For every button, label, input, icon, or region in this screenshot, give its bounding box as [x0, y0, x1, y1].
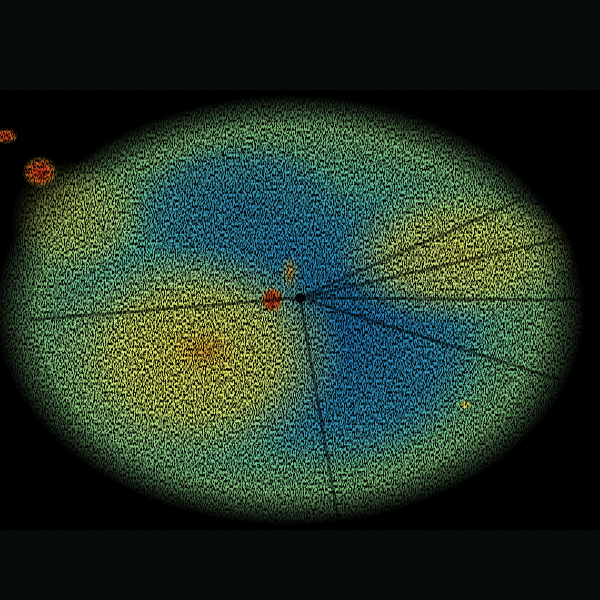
- radar-site: [295, 293, 305, 303]
- beam-shadows: [29, 198, 600, 531]
- echo-field: [0, 95, 585, 525]
